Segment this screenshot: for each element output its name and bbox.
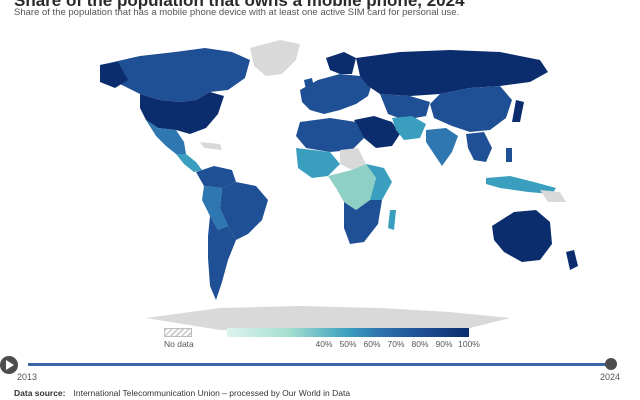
region-papua[interactable] <box>540 190 566 202</box>
timeline-start-year: 2013 <box>17 372 38 382</box>
region-caribbean[interactable] <box>200 142 222 150</box>
play-button[interactable] <box>0 356 18 374</box>
legend-tick: 90% <box>435 339 453 349</box>
no-data-label: No data <box>164 339 194 349</box>
chart-title: Share of the population that owns a mobi… <box>14 0 465 10</box>
legend-tick: 40% <box>315 339 333 349</box>
region-colombia-venezuela[interactable] <box>196 166 236 188</box>
legend-tick: 70% <box>387 339 405 349</box>
region-central-africa[interactable] <box>328 164 376 210</box>
region-east-africa[interactable] <box>366 164 392 200</box>
region-alaska[interactable] <box>100 62 128 88</box>
region-middle-east[interactable] <box>354 116 400 148</box>
region-madagascar[interactable] <box>388 210 396 230</box>
legend-tick: 50% <box>339 339 357 349</box>
data-source-label: Data source: <box>14 388 66 398</box>
region-peru-bolivia[interactable] <box>202 186 228 230</box>
chart-subtitle: Share of the population that has a mobil… <box>14 7 460 18</box>
play-icon <box>6 360 14 370</box>
legend-tick: 100% <box>458 339 480 349</box>
color-legend: No data 40% 50% 60% 70% 80% 90% 100% <box>164 326 484 350</box>
legend-tick: 60% <box>363 339 381 349</box>
region-sahel[interactable] <box>340 148 366 170</box>
region-india[interactable] <box>426 128 458 166</box>
timeline: 2013 2024 <box>0 352 640 382</box>
region-china[interactable] <box>430 86 512 132</box>
region-west-africa[interactable] <box>296 148 340 178</box>
data-source: Data source: International Telecommunicat… <box>14 388 350 398</box>
region-argentina-chile[interactable] <box>208 216 236 300</box>
region-southern-africa[interactable] <box>344 200 382 244</box>
region-usa[interactable] <box>140 92 224 134</box>
region-canada[interactable] <box>100 48 250 102</box>
region-north-africa[interactable] <box>296 118 364 152</box>
data-source-text: International Telecommunication Union – … <box>73 388 351 398</box>
region-iran-afghanistan[interactable] <box>392 116 426 140</box>
region-brazil[interactable] <box>220 182 268 240</box>
region-southeast-asia[interactable] <box>466 132 492 162</box>
region-scandinavia[interactable] <box>326 52 356 74</box>
timeline-track[interactable] <box>28 363 612 366</box>
region-antarctica[interactable] <box>146 306 510 332</box>
region-uk[interactable] <box>304 78 314 90</box>
region-australia[interactable] <box>492 210 552 262</box>
region-greenland[interactable] <box>250 40 300 76</box>
region-central-america[interactable] <box>176 154 202 172</box>
region-new-zealand[interactable] <box>566 250 578 270</box>
legend-tick: 80% <box>411 339 429 349</box>
timeline-end-year: 2024 <box>600 372 621 382</box>
region-indonesia[interactable] <box>486 176 556 194</box>
region-mexico[interactable] <box>146 120 186 154</box>
region-europe[interactable] <box>300 74 372 114</box>
timeline-handle[interactable] <box>605 358 617 370</box>
region-central-asia[interactable] <box>380 94 430 120</box>
color-scale-bar[interactable] <box>227 328 469 337</box>
region-japan[interactable] <box>512 100 524 122</box>
no-data-swatch[interactable] <box>164 328 192 337</box>
region-philippines[interactable] <box>506 148 512 162</box>
world-map[interactable] <box>0 30 640 340</box>
region-russia[interactable] <box>356 50 548 96</box>
